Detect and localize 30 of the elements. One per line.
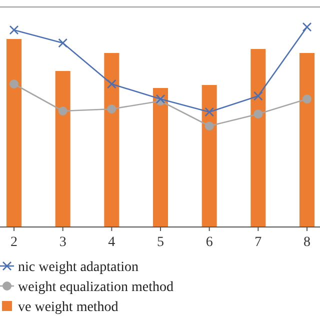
x-tick-label: 5 [157, 235, 164, 250]
x-tick-label: 4 [108, 235, 116, 250]
point [302, 94, 312, 104]
x-tick-label: 7 [254, 235, 262, 250]
point [204, 107, 214, 117]
point [156, 94, 166, 104]
legend-label: nic weight adaptation [18, 260, 139, 275]
point [107, 79, 116, 89]
bar [250, 49, 266, 227]
legend-label: weight equalization method [18, 280, 174, 295]
x-tick-label: 3 [59, 235, 66, 250]
point [107, 104, 116, 114]
point [10, 80, 18, 88]
x-tick-label: 8 [304, 235, 310, 250]
bar [153, 88, 168, 227]
bar [55, 71, 70, 227]
bar [300, 53, 314, 227]
point [254, 110, 263, 118]
point [9, 25, 19, 35]
x-tick-label: 6 [206, 235, 213, 250]
point [254, 91, 263, 101]
point [58, 106, 68, 116]
legend-label: ve weight method [18, 300, 118, 315]
x-tick-label: 2 [10, 235, 18, 250]
bar [104, 53, 120, 227]
bar [202, 85, 217, 227]
bar [6, 39, 22, 227]
point [204, 122, 214, 130]
point [58, 38, 68, 48]
point [302, 22, 312, 32]
